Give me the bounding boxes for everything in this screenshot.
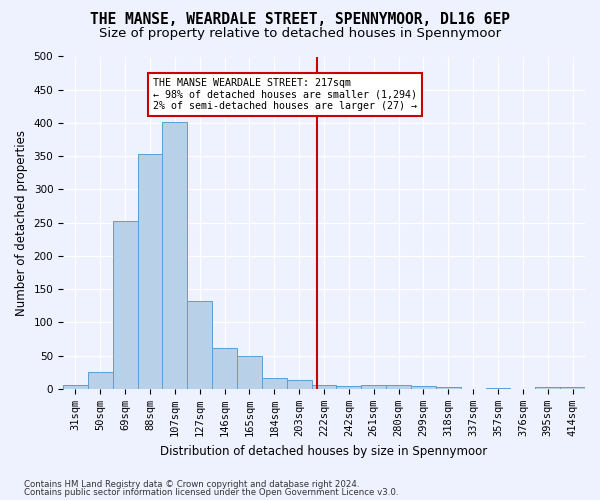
Bar <box>287 380 311 389</box>
Bar <box>485 388 511 389</box>
Text: THE MANSE WEARDALE STREET: 217sqm
← 98% of detached houses are smaller (1,294)
2: THE MANSE WEARDALE STREET: 217sqm ← 98% … <box>152 78 416 111</box>
Bar <box>361 385 386 389</box>
Bar <box>436 387 461 389</box>
Bar <box>88 372 113 389</box>
Bar <box>63 385 88 389</box>
Text: THE MANSE, WEARDALE STREET, SPENNYMOOR, DL16 6EP: THE MANSE, WEARDALE STREET, SPENNYMOOR, … <box>90 12 510 28</box>
Bar <box>113 220 137 389</box>
Bar <box>560 387 585 389</box>
Text: Contains public sector information licensed under the Open Government Licence v3: Contains public sector information licen… <box>24 488 398 497</box>
Bar <box>262 378 287 389</box>
Bar <box>337 386 361 389</box>
Bar <box>311 385 337 389</box>
Bar <box>163 122 187 389</box>
Bar <box>187 300 212 389</box>
Bar <box>237 356 262 389</box>
Bar <box>137 154 163 389</box>
Bar <box>411 386 436 389</box>
Text: Size of property relative to detached houses in Spennymoor: Size of property relative to detached ho… <box>99 28 501 40</box>
Bar <box>535 387 560 389</box>
Text: Contains HM Land Registry data © Crown copyright and database right 2024.: Contains HM Land Registry data © Crown c… <box>24 480 359 489</box>
Bar <box>386 385 411 389</box>
Y-axis label: Number of detached properties: Number of detached properties <box>15 130 28 316</box>
X-axis label: Distribution of detached houses by size in Spennymoor: Distribution of detached houses by size … <box>160 444 488 458</box>
Bar <box>212 348 237 389</box>
